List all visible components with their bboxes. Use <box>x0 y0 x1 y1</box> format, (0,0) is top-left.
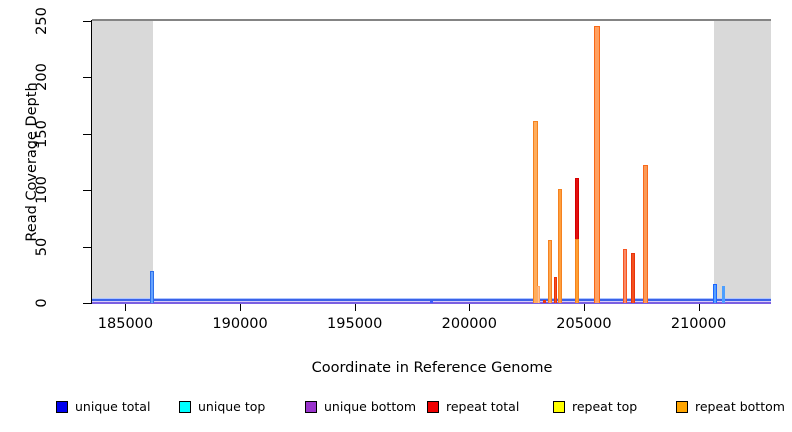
x-axis-tick <box>125 304 127 311</box>
coverage-spike <box>533 121 539 303</box>
legend-label: repeat bottom <box>695 399 785 414</box>
legend-label: repeat top <box>572 399 638 414</box>
coverage-spike <box>542 299 546 303</box>
baseline-unique-total <box>92 298 771 301</box>
baseline-unique-top <box>92 297 771 299</box>
legend-label: repeat total <box>446 399 520 414</box>
legend-swatch-icon <box>179 401 191 413</box>
y-axis-tick <box>83 77 91 79</box>
legend-swatch-icon <box>305 401 317 413</box>
coverage-spike <box>557 188 562 303</box>
y-axis-label: Read Coverage Depth <box>24 82 40 242</box>
shaded-region <box>92 20 153 303</box>
y-axis-tick <box>83 246 91 248</box>
coverage-spike <box>722 286 726 303</box>
legend-label: unique bottom <box>324 399 417 414</box>
coverage-spike <box>622 248 627 303</box>
x-axis-tick <box>469 304 471 311</box>
coverage-spike <box>631 253 636 303</box>
x-tick-label: 195000 <box>327 316 383 332</box>
coverage-spike <box>593 26 600 303</box>
coverage-spike <box>574 238 579 303</box>
legend-swatch-icon <box>553 401 565 413</box>
plot-top-border <box>92 19 771 21</box>
legend-swatch-icon <box>676 401 688 413</box>
y-axis-line <box>91 20 92 304</box>
x-axis-tick <box>583 304 585 311</box>
y-tick-label: 0 <box>34 298 50 308</box>
legend-swatch-icon <box>427 401 439 413</box>
x-axis-tick <box>354 304 356 311</box>
y-axis-tick <box>83 20 91 22</box>
x-tick-label: 185000 <box>97 316 154 332</box>
x-tick-label: 210000 <box>670 316 727 332</box>
coverage-spike <box>574 177 579 239</box>
x-tick-label: 200000 <box>441 316 497 332</box>
legend-swatch-icon <box>56 401 68 413</box>
y-axis-tick <box>83 303 91 304</box>
shaded-region <box>714 20 771 303</box>
y-axis-tick <box>83 190 91 192</box>
x-tick-label: 205000 <box>556 316 612 332</box>
x-axis-label: Coordinate in Reference Genome <box>311 360 553 376</box>
y-axis-tick <box>83 133 91 135</box>
coverage-spike <box>536 286 540 303</box>
x-axis-line <box>92 303 771 304</box>
coverage-spike <box>430 300 433 303</box>
x-tick-label: 190000 <box>212 316 268 332</box>
coverage-spike <box>150 271 155 303</box>
coverage-spike <box>553 277 557 303</box>
legend-label: unique top <box>198 399 266 414</box>
x-axis-tick <box>698 304 700 311</box>
x-axis-tick <box>240 304 242 311</box>
y-tick-label: 250 <box>34 6 50 35</box>
coverage-spike <box>643 165 649 303</box>
coverage-spike <box>548 239 552 303</box>
coverage-spike <box>712 283 717 303</box>
legend-label: unique total <box>75 399 151 414</box>
